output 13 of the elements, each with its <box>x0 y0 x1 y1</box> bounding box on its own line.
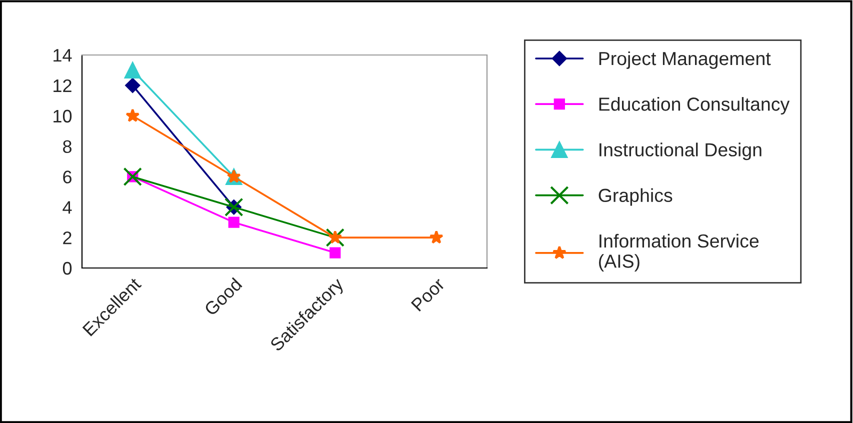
y-tick-label: 10 <box>54 110 72 123</box>
legend-label: Information Service (AIS) <box>599 234 759 272</box>
legend-label: Project Management <box>599 51 771 69</box>
y-tick-label: 4 <box>62 201 72 214</box>
y-tick-label: 6 <box>63 170 72 184</box>
y-tick-label: 12 <box>54 79 72 92</box>
y-tick-label: 2 <box>63 232 72 244</box>
y-tick-label: 8 <box>63 140 72 154</box>
legend-label: Instructional Design <box>600 142 762 160</box>
y-tick-label: 14 <box>54 49 72 62</box>
y-tick-label: 0 <box>62 262 72 275</box>
legend-label: Graphics <box>598 188 672 206</box>
legend-label: Education Consultancy <box>599 97 790 115</box>
